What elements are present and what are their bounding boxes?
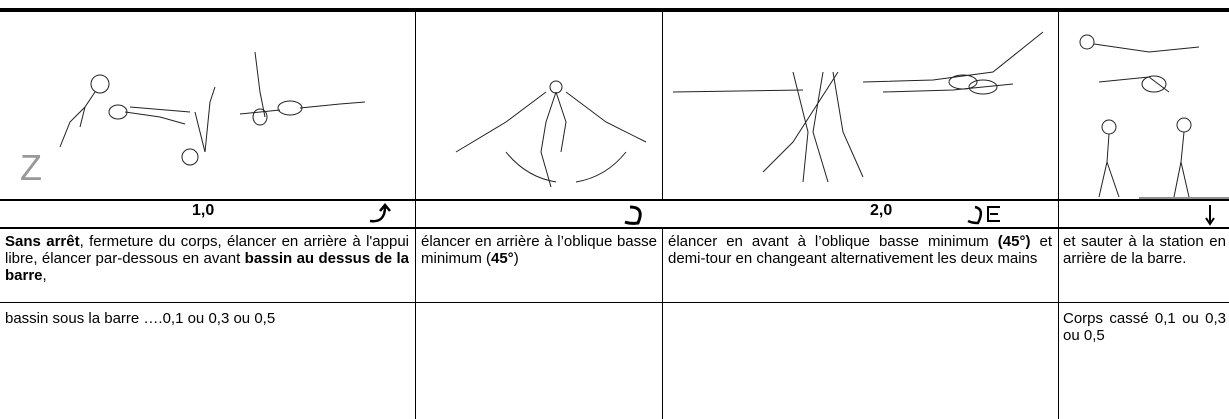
deduction: Corps cassé 0,1 ou 0,3 ou 0,5 bbox=[1063, 310, 1226, 344]
text-run: élancer en arrière à l’oblique basse min… bbox=[421, 233, 657, 267]
symbols bbox=[369, 203, 1215, 226]
value: 1,0 bbox=[192, 202, 215, 219]
column-rule bbox=[662, 229, 663, 419]
top-rule bbox=[0, 8, 1229, 12]
text-run: (45°) bbox=[997, 233, 1031, 250]
description: et sauter à la station en arrière de la … bbox=[1063, 233, 1226, 267]
text-run: élancer en avant à l’oblique basse minim… bbox=[668, 233, 998, 250]
figure bbox=[672, 31, 1044, 183]
value: 2,0 bbox=[870, 202, 893, 219]
text-run: bassin au dessus de la barre bbox=[5, 250, 409, 284]
text-run: et demi-tour en changeant alternativemen… bbox=[668, 233, 1052, 267]
figure: Z bbox=[20, 51, 366, 188]
row-rule bbox=[0, 199, 1229, 201]
deduction: bassin sous la barre ….0,1 ou 0,3 ou 0,5 bbox=[5, 310, 276, 327]
text-run: , bbox=[42, 267, 47, 284]
text-run: et sauter à la station en arrière de la … bbox=[1063, 233, 1226, 267]
column-rule bbox=[662, 12, 663, 199]
column-rule bbox=[1058, 12, 1059, 419]
text-run: ) bbox=[513, 250, 519, 267]
figure bbox=[1079, 34, 1229, 199]
description: Sans arrêt, fermeture du corps, élancer … bbox=[5, 233, 409, 284]
row-rule bbox=[0, 227, 1229, 229]
figure bbox=[455, 80, 647, 188]
row-rule bbox=[0, 302, 1229, 303]
figure-label: Z bbox=[20, 147, 42, 188]
text-run: Sans arrêt bbox=[5, 233, 80, 250]
column-rule bbox=[415, 12, 416, 419]
text-run: , fermeture du corps, élancer en arrière… bbox=[5, 233, 409, 267]
description: élancer en avant à l’oblique basse minim… bbox=[668, 233, 1052, 267]
text-run: 45° bbox=[491, 250, 514, 267]
description: élancer en arrière à l’oblique basse min… bbox=[421, 233, 657, 267]
